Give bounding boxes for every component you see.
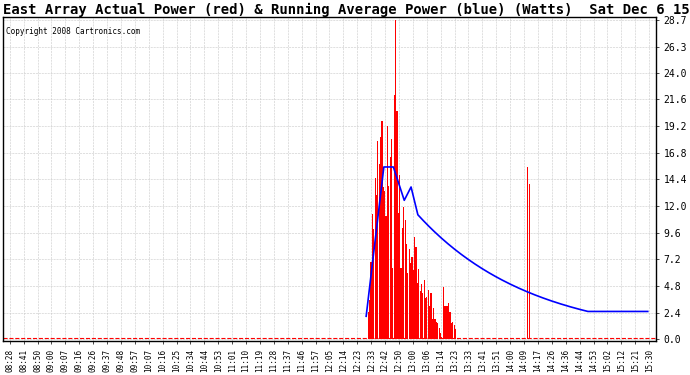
Bar	[448, 303, 449, 339]
Bar	[408, 249, 410, 339]
Bar	[420, 291, 421, 339]
Bar	[426, 297, 428, 339]
Bar	[377, 141, 378, 339]
Bar	[406, 244, 407, 339]
Bar	[453, 326, 455, 339]
Bar	[429, 306, 431, 339]
Bar	[369, 300, 371, 339]
Bar	[444, 306, 445, 339]
Bar	[437, 323, 438, 339]
Bar	[432, 320, 433, 339]
Bar	[440, 333, 441, 339]
Bar	[451, 323, 452, 339]
Bar	[411, 258, 413, 339]
Bar	[418, 269, 420, 339]
Bar	[388, 186, 389, 339]
Bar	[452, 322, 453, 339]
Bar	[400, 268, 402, 339]
Bar	[529, 184, 530, 339]
Bar	[372, 214, 373, 339]
Bar	[368, 312, 369, 339]
Bar	[392, 268, 393, 339]
Bar	[527, 167, 529, 339]
Bar	[433, 308, 434, 339]
Bar	[390, 157, 391, 339]
Bar	[446, 306, 448, 339]
Bar	[376, 195, 377, 339]
Bar	[399, 175, 400, 339]
Bar	[393, 95, 395, 339]
Bar	[404, 220, 406, 339]
Bar	[428, 290, 429, 339]
Bar	[397, 213, 399, 339]
Bar	[402, 228, 403, 339]
Bar	[415, 247, 417, 339]
Bar	[407, 273, 408, 339]
Bar	[413, 270, 414, 339]
Bar	[384, 190, 385, 339]
Bar	[391, 139, 392, 339]
Bar	[403, 207, 404, 339]
Bar	[414, 237, 415, 339]
Bar	[395, 20, 396, 339]
Text: Copyright 2008 Cartronics.com: Copyright 2008 Cartronics.com	[6, 27, 140, 36]
Bar	[424, 280, 425, 339]
Bar	[371, 261, 372, 339]
Bar	[422, 292, 424, 339]
Bar	[439, 328, 440, 339]
Bar	[421, 284, 422, 339]
Bar	[379, 164, 380, 339]
Bar	[449, 312, 451, 339]
Bar	[383, 187, 384, 339]
Bar	[443, 287, 444, 339]
Bar	[425, 298, 426, 339]
Bar	[373, 230, 375, 339]
Bar	[380, 137, 381, 339]
Bar	[417, 283, 418, 339]
Bar	[455, 329, 456, 339]
Bar	[436, 322, 437, 339]
Bar	[396, 111, 397, 339]
Bar	[410, 263, 411, 339]
Bar	[387, 126, 388, 339]
Text: East Array Actual Power (red) & Running Average Power (blue) (Watts)  Sat Dec 6 : East Array Actual Power (red) & Running …	[3, 3, 690, 17]
